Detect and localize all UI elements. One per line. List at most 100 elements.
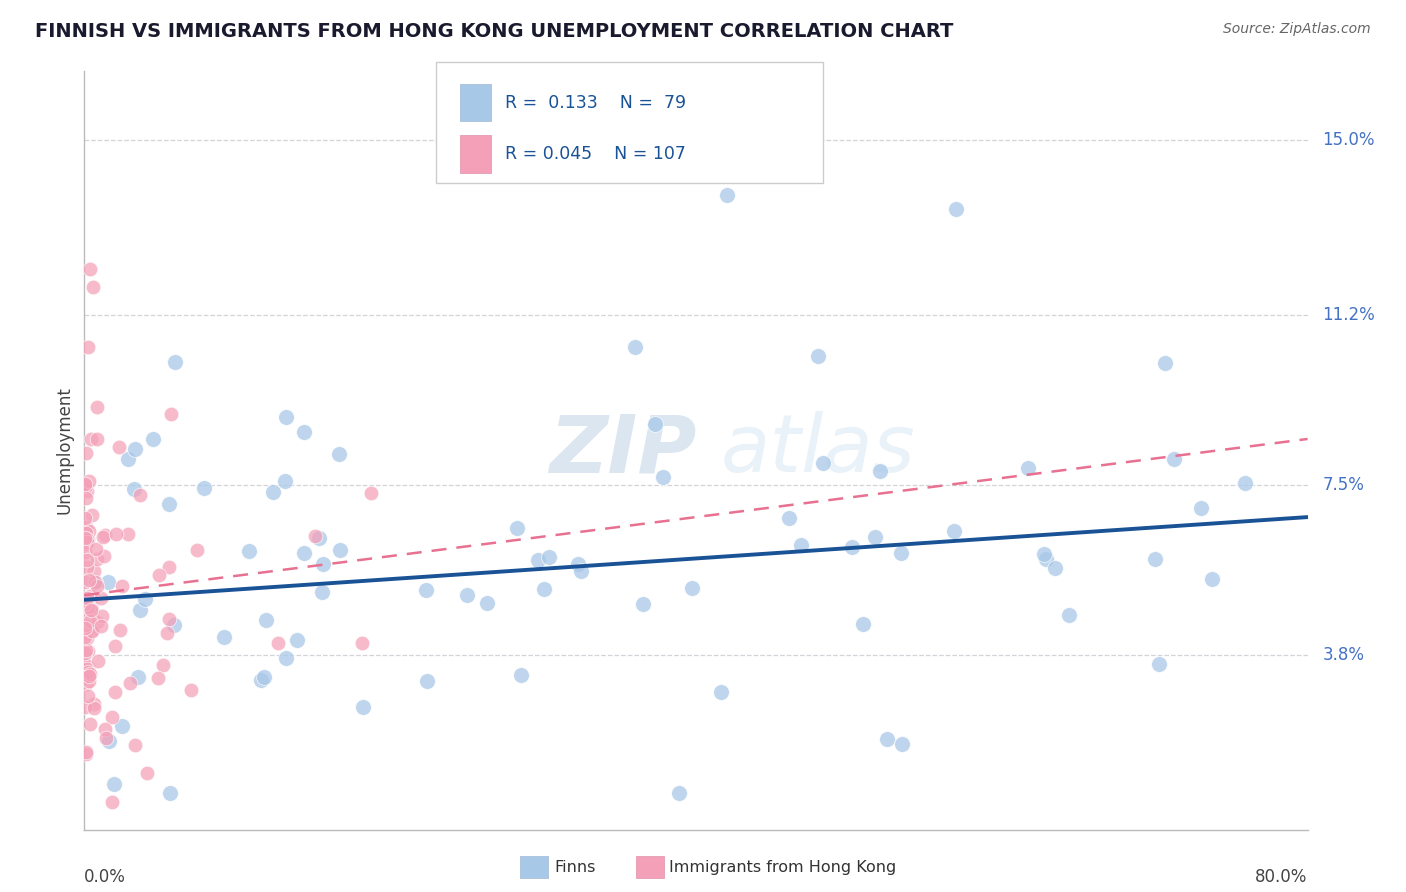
Point	[76, 665, 98, 679]
Point	[668, 786, 690, 800]
Point	[77, 689, 100, 703]
Point	[180, 682, 202, 697]
Point	[80, 432, 103, 446]
Point	[79, 608, 101, 623]
Point	[104, 684, 127, 698]
Text: 0.0%: 0.0%	[84, 869, 127, 887]
Point	[76, 532, 98, 546]
Point	[86, 615, 108, 630]
Point	[94, 528, 117, 542]
Point	[212, 630, 235, 644]
Point	[193, 481, 215, 495]
Point	[1149, 657, 1171, 671]
Point	[360, 486, 382, 500]
Point	[238, 544, 260, 558]
Point	[97, 574, 120, 589]
Point	[76, 591, 98, 605]
Point	[73, 646, 96, 660]
Text: Immigrants from Hong Kong: Immigrants from Hong Kong	[669, 860, 897, 874]
Point	[160, 407, 183, 421]
Point	[105, 527, 128, 541]
Point	[100, 710, 122, 724]
Point	[129, 487, 152, 501]
Point	[165, 354, 187, 368]
Point	[1035, 552, 1057, 566]
Point	[124, 738, 146, 752]
Point	[77, 644, 100, 658]
Point	[329, 543, 352, 558]
Point	[79, 673, 101, 688]
Point	[90, 609, 112, 624]
Point	[652, 470, 675, 484]
Point	[77, 533, 100, 547]
Point	[93, 549, 115, 563]
Point	[86, 432, 108, 446]
Point	[852, 616, 875, 631]
Text: atlas: atlas	[720, 411, 915, 490]
Point	[90, 591, 112, 606]
Point	[249, 673, 271, 687]
Y-axis label: Unemployment: Unemployment	[55, 386, 73, 515]
Point	[77, 474, 100, 488]
Point	[790, 538, 813, 552]
Point	[128, 603, 150, 617]
Point	[86, 400, 108, 414]
Point	[79, 717, 101, 731]
Point	[73, 621, 96, 635]
Point	[127, 670, 149, 684]
Point	[111, 578, 134, 592]
Point	[122, 482, 145, 496]
Point	[104, 639, 127, 653]
Point	[292, 546, 315, 560]
Point	[82, 280, 104, 294]
Point	[75, 745, 97, 759]
Point	[76, 643, 98, 657]
Point	[1057, 608, 1080, 623]
Point	[1032, 547, 1054, 561]
Point	[76, 662, 98, 676]
Point	[73, 545, 96, 559]
Point	[75, 491, 97, 505]
Point	[77, 573, 100, 587]
Point	[83, 575, 105, 590]
Point	[117, 452, 139, 467]
Point	[841, 540, 863, 554]
Point	[73, 510, 96, 524]
Point	[311, 584, 333, 599]
Point	[869, 464, 891, 478]
Point	[778, 511, 800, 525]
Point	[1163, 451, 1185, 466]
Point	[91, 530, 114, 544]
Point	[124, 442, 146, 456]
Text: 80.0%: 80.0%	[1256, 869, 1308, 887]
Point	[807, 349, 830, 363]
Point	[159, 786, 181, 800]
Point	[716, 188, 738, 202]
Point	[863, 530, 886, 544]
Point	[80, 623, 103, 637]
Point	[84, 541, 107, 556]
Point	[876, 731, 898, 746]
Point	[267, 636, 290, 650]
Point	[98, 734, 121, 748]
Point	[75, 525, 97, 540]
Point	[77, 524, 100, 539]
Point	[94, 731, 117, 745]
Point	[73, 574, 96, 589]
Point	[79, 598, 101, 612]
Text: 11.2%: 11.2%	[1322, 306, 1375, 324]
Point	[312, 557, 335, 571]
Point	[79, 666, 101, 681]
Point	[77, 340, 100, 354]
Point	[1143, 551, 1166, 566]
Point	[328, 447, 350, 461]
Point	[83, 697, 105, 711]
Point	[890, 546, 912, 560]
Point	[79, 262, 101, 277]
Point	[1045, 561, 1067, 575]
Point	[157, 560, 180, 574]
Point	[84, 575, 107, 590]
Point	[159, 611, 181, 625]
Point	[157, 497, 180, 511]
Point	[942, 524, 965, 539]
